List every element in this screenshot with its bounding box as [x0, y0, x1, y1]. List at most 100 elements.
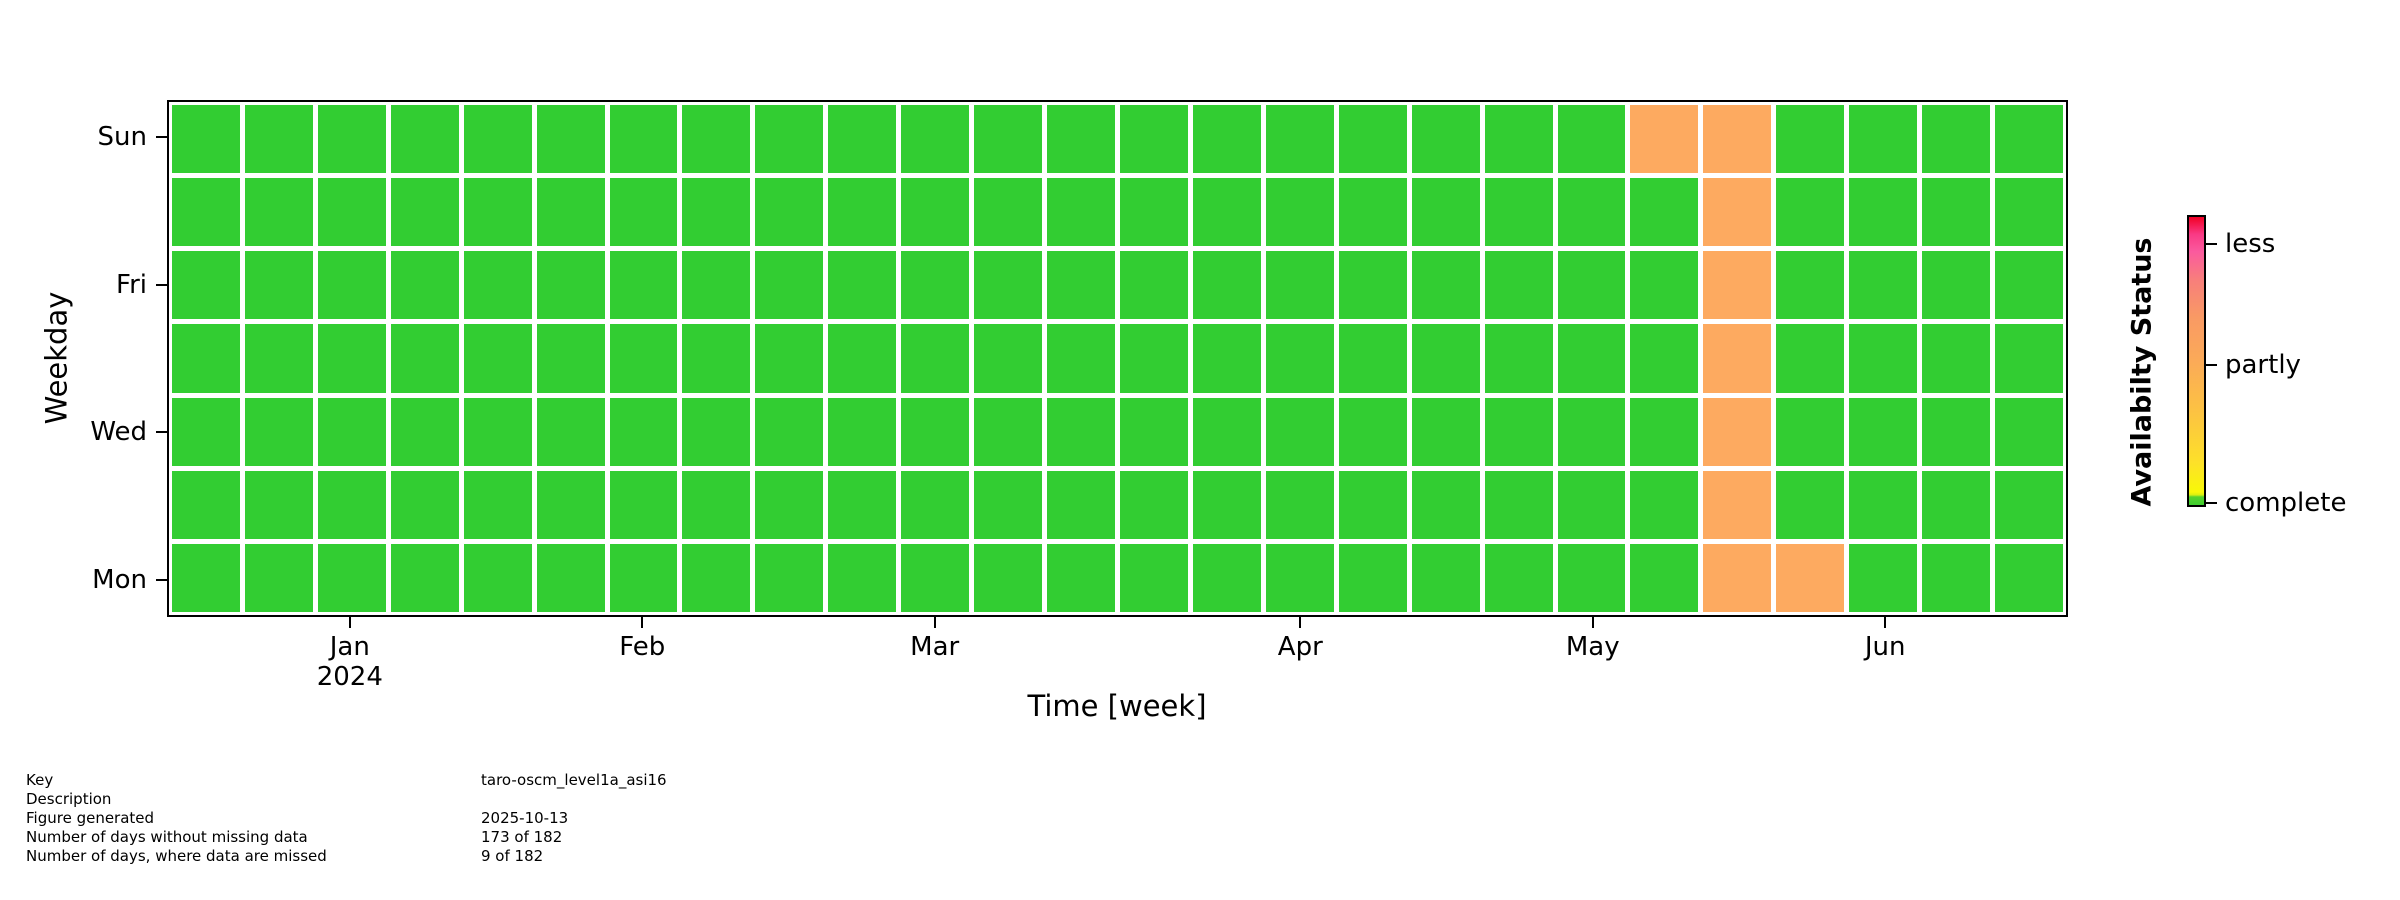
heatmap-cell	[244, 543, 313, 612]
heatmap-cell	[1557, 470, 1626, 539]
heatmap-cell	[1849, 324, 1918, 393]
heatmap-cell	[1557, 178, 1626, 247]
heatmap-cell	[1776, 397, 1845, 466]
heatmap-cell	[1703, 105, 1772, 174]
heatmap-cell	[609, 324, 678, 393]
x-tick-label: Apr	[1277, 632, 1323, 662]
heatmap-cell	[317, 105, 386, 174]
heatmap-cell	[1849, 251, 1918, 320]
heatmap-cell	[1265, 397, 1334, 466]
heatmap-cell	[1703, 178, 1772, 247]
heatmap-cell	[1922, 178, 1991, 247]
heatmap-cell	[390, 251, 459, 320]
heatmap-cell	[1047, 470, 1115, 539]
heatmap-cell	[463, 470, 532, 539]
x-tick-mark	[1884, 617, 1887, 628]
heatmap-cell	[1849, 178, 1918, 247]
heatmap-cell	[1411, 397, 1480, 466]
heatmap-cell	[1922, 543, 1991, 612]
heatmap-cell	[172, 324, 240, 393]
heatmap-cell	[828, 324, 897, 393]
heatmap-cell	[1776, 543, 1845, 612]
heatmap-cell	[1192, 178, 1261, 247]
colorbar-tick-label: less	[2225, 228, 2276, 259]
heatmap-cell	[974, 178, 1043, 247]
y-tick-mark	[156, 135, 167, 138]
heatmap-cell	[1557, 397, 1626, 466]
y-tick-mark	[156, 431, 167, 434]
heatmap-cell	[1192, 397, 1261, 466]
heatmap-cell	[1484, 178, 1553, 247]
heatmap-cell	[1338, 470, 1407, 539]
heatmap-cell	[1703, 324, 1772, 393]
heatmap-cell	[1047, 324, 1115, 393]
heatmap-cell	[755, 178, 824, 247]
heatmap-cell	[172, 543, 240, 612]
heatmap-cell	[1411, 470, 1480, 539]
heatmap-cell	[390, 397, 459, 466]
heatmap-cell	[682, 470, 751, 539]
heatmap-cell	[1703, 397, 1772, 466]
heatmap-cell	[755, 397, 824, 466]
x-tick-label: Mar	[910, 632, 960, 662]
heatmap-cell	[1630, 178, 1699, 247]
heatmap-cell	[463, 543, 532, 612]
heatmap-cell	[1120, 251, 1188, 320]
heatmap-cell	[1047, 178, 1115, 247]
colorbar-tick-mark	[2206, 502, 2217, 504]
heatmap-cell	[244, 470, 313, 539]
y-tick-label: Sun	[97, 121, 147, 152]
heatmap-cell	[536, 324, 605, 393]
heatmap-cell	[1849, 470, 1918, 539]
info-row-value: taro-oscm_level1a_asi16	[481, 771, 667, 789]
heatmap-cell	[1265, 105, 1334, 174]
heatmap-cell	[1120, 470, 1188, 539]
heatmap-cell	[172, 105, 240, 174]
heatmap-cell	[609, 178, 678, 247]
heatmap-cell	[901, 470, 970, 539]
x-tick-mark	[1591, 617, 1594, 628]
heatmap-cell	[536, 470, 605, 539]
y-tick-mark	[156, 579, 167, 582]
heatmap-cell	[1630, 324, 1699, 393]
heatmap-cell	[1338, 397, 1407, 466]
colorbar-tick-label: complete	[2225, 488, 2347, 518]
heatmap-cell	[682, 178, 751, 247]
heatmap-cell	[463, 397, 532, 466]
heatmap-cell	[682, 251, 751, 320]
heatmap-cell	[1703, 543, 1772, 612]
heatmap-cell	[463, 178, 532, 247]
heatmap-cell	[609, 470, 678, 539]
heatmap-cell	[1411, 324, 1480, 393]
heatmap-cell	[172, 397, 240, 466]
info-row-label: Number of days without missing data	[26, 828, 308, 846]
heatmap-cell	[463, 324, 532, 393]
heatmap-cell	[244, 105, 313, 174]
heatmap-cell	[755, 543, 824, 612]
heatmap-cell	[1995, 543, 2063, 612]
heatmap-cell	[1703, 470, 1772, 539]
heatmap-cell	[1995, 397, 2063, 466]
info-row-value: 173 of 182	[481, 828, 563, 846]
heatmap-cell	[317, 178, 386, 247]
heatmap-cell	[1338, 543, 1407, 612]
heatmap-cell	[1192, 470, 1261, 539]
heatmap-cell	[1484, 105, 1553, 174]
heatmap-cell	[1922, 470, 1991, 539]
heatmap-cell	[1557, 105, 1626, 174]
heatmap-cell	[172, 178, 240, 247]
heatmap-cell	[1922, 105, 1991, 174]
heatmap-cell	[609, 543, 678, 612]
heatmap-cell	[1047, 543, 1115, 612]
heatmap-cell	[1703, 251, 1772, 320]
heatmap-cell	[1047, 105, 1115, 174]
heatmap-cell	[1484, 251, 1553, 320]
heatmap-cell	[755, 324, 824, 393]
info-row-label: Key	[26, 771, 54, 789]
heatmap-plot	[167, 100, 2068, 617]
heatmap-cell	[317, 470, 386, 539]
heatmap-cell	[390, 105, 459, 174]
heatmap-cell	[1120, 178, 1188, 247]
heatmap-cell	[1192, 251, 1261, 320]
heatmap-cell	[901, 105, 970, 174]
